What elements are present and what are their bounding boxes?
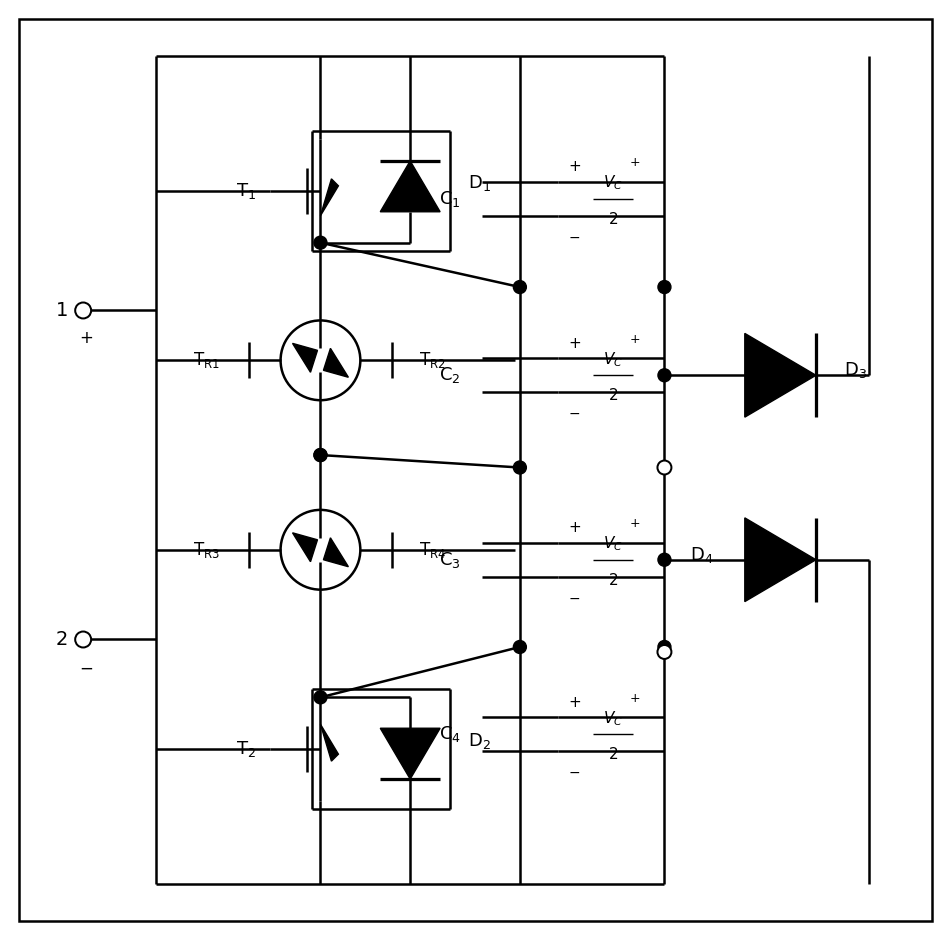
Circle shape (314, 448, 327, 462)
Circle shape (514, 280, 526, 293)
Circle shape (657, 645, 671, 659)
Text: $\mathsf{T_{R1}}$: $\mathsf{T_{R1}}$ (193, 351, 221, 370)
Circle shape (658, 368, 670, 382)
Text: $\mathsf{T_{R2}}$: $\mathsf{T_{R2}}$ (418, 351, 445, 370)
Polygon shape (293, 343, 318, 372)
Text: $\mathsf{T_{R3}}$: $\mathsf{T_{R3}}$ (193, 540, 221, 559)
Polygon shape (745, 518, 816, 602)
Circle shape (314, 691, 327, 704)
Polygon shape (380, 161, 440, 212)
Text: $+$: $+$ (79, 329, 93, 348)
Circle shape (658, 280, 670, 293)
Text: $\mathsf{1}$: $\mathsf{1}$ (55, 301, 68, 320)
Text: $+$: $+$ (568, 160, 581, 175)
Circle shape (314, 236, 327, 249)
Text: $\mathsf{2}$: $\mathsf{2}$ (55, 630, 68, 649)
Text: $2$: $2$ (608, 572, 617, 588)
Polygon shape (293, 533, 318, 562)
Text: $+$: $+$ (629, 692, 640, 705)
Text: $-$: $-$ (568, 406, 580, 420)
Text: $V_C$: $V_C$ (603, 709, 623, 728)
Text: $\mathsf{C_1}$: $\mathsf{C_1}$ (439, 189, 461, 209)
Text: $V_C$: $V_C$ (603, 350, 623, 368)
Text: $+$: $+$ (629, 156, 640, 169)
Text: $\mathsf{C_2}$: $\mathsf{C_2}$ (439, 366, 461, 385)
Text: $\mathsf{T_{R4}}$: $\mathsf{T_{R4}}$ (418, 540, 446, 559)
Circle shape (658, 554, 670, 566)
Text: $-$: $-$ (79, 658, 93, 677)
Circle shape (75, 303, 91, 319)
Circle shape (658, 461, 670, 474)
Text: $+$: $+$ (568, 695, 581, 710)
Text: $\mathsf{D_2}$: $\mathsf{D_2}$ (468, 731, 491, 751)
Circle shape (658, 640, 670, 653)
Text: $\mathsf{C_4}$: $\mathsf{C_4}$ (439, 724, 461, 744)
Text: $2$: $2$ (608, 211, 617, 227)
Polygon shape (380, 728, 440, 779)
Polygon shape (320, 179, 339, 216)
Text: $\mathsf{T_2}$: $\mathsf{T_2}$ (236, 739, 256, 760)
Text: $+$: $+$ (629, 517, 640, 530)
Text: $2$: $2$ (608, 387, 617, 403)
Circle shape (514, 640, 526, 653)
Text: $-$: $-$ (568, 765, 580, 779)
Circle shape (314, 448, 327, 462)
Polygon shape (323, 349, 348, 377)
Text: $2$: $2$ (608, 746, 617, 762)
Circle shape (75, 632, 91, 648)
Text: $+$: $+$ (568, 336, 581, 351)
Circle shape (657, 461, 671, 475)
Polygon shape (745, 334, 816, 417)
Polygon shape (323, 538, 348, 567)
Text: $-$: $-$ (568, 229, 580, 243)
Polygon shape (320, 724, 339, 761)
Text: $\mathsf{D_4}$: $\mathsf{D_4}$ (690, 545, 713, 565)
Text: $\mathsf{C_3}$: $\mathsf{C_3}$ (439, 550, 461, 570)
Text: $-$: $-$ (568, 590, 580, 604)
Circle shape (514, 461, 526, 474)
Text: $\mathsf{D_1}$: $\mathsf{D_1}$ (468, 173, 491, 193)
Text: $V_C$: $V_C$ (603, 535, 623, 553)
Text: $V_C$: $V_C$ (603, 174, 623, 192)
Text: $+$: $+$ (568, 521, 581, 535)
Text: $\mathsf{T_1}$: $\mathsf{T_1}$ (236, 180, 256, 201)
Text: $\mathsf{D_3}$: $\mathsf{D_3}$ (844, 360, 867, 381)
Text: $+$: $+$ (629, 333, 640, 346)
